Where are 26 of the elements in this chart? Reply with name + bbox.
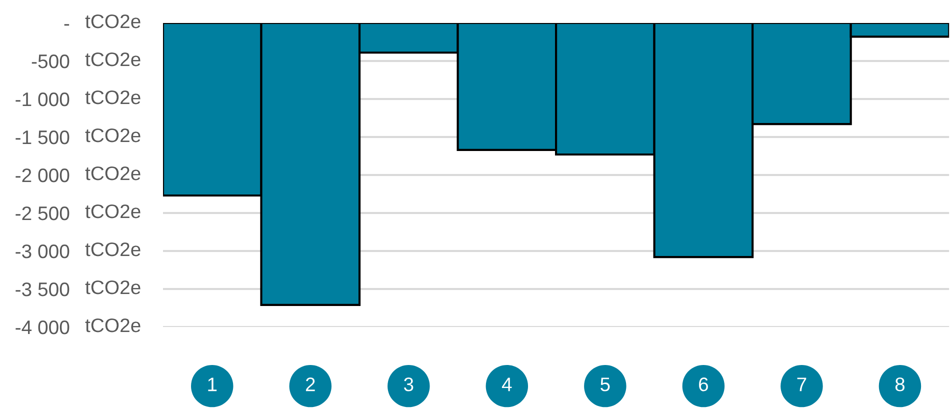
y-tick-label: -500 (32, 54, 70, 68)
y-tick-label: -2 500 (16, 206, 70, 220)
x-tick-label: 2 (306, 378, 315, 392)
y-tick-label: -1 500 (16, 130, 70, 144)
text: tCO2e (85, 128, 140, 142)
y-tick-label: -4 000 (16, 320, 70, 334)
y-tick-label: -2 000 (16, 168, 70, 182)
x-tick-label: 8 (895, 378, 905, 392)
text: tCO2e (85, 318, 140, 332)
y-tick-label: -3 500 (16, 282, 70, 296)
x-tick-label: 3 (404, 378, 414, 392)
x-tick-label: 4 (502, 378, 512, 392)
x-tick-label: 1 (208, 378, 217, 392)
text: tCO2e (85, 52, 140, 66)
x-tick-label: 7 (797, 378, 806, 392)
text: tCO2e (85, 242, 140, 256)
y-tick-label: -1 000 (16, 92, 70, 106)
y-axis-title: tCO2e (85, 14, 140, 28)
y-tick-label: -3 000 (16, 244, 70, 258)
text: tCO2e (85, 280, 140, 294)
x-tick-label: 6 (699, 378, 708, 392)
text: tCO2e (85, 166, 140, 180)
y-tick-label: - (64, 24, 70, 26)
x-tick-label: 5 (600, 378, 610, 392)
text: tCO2e (85, 90, 140, 104)
text: tCO2e (85, 204, 140, 218)
